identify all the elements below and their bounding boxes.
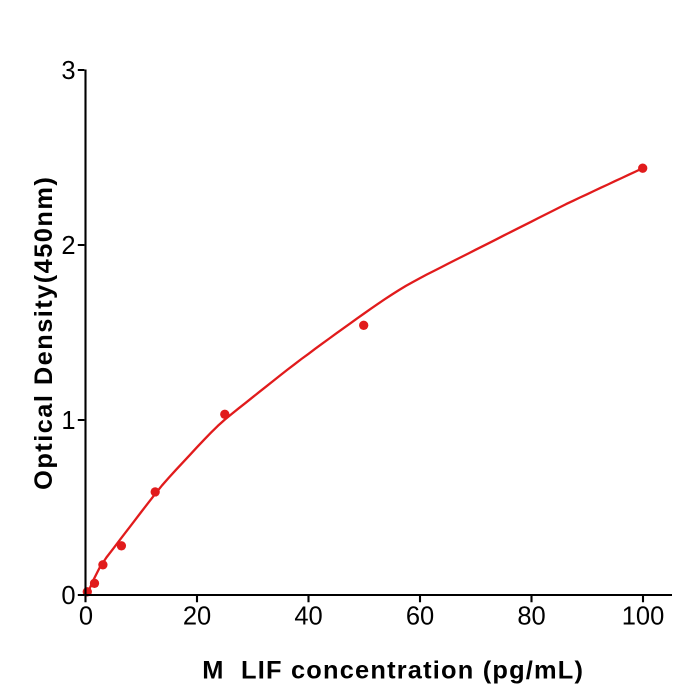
svg-text:1: 1 <box>61 407 75 435</box>
svg-text:60: 60 <box>406 603 434 631</box>
svg-text:3: 3 <box>61 57 75 85</box>
svg-text:100: 100 <box>622 603 665 631</box>
svg-text:M LIF concentration (pg/mL): M LIF concentration (pg/mL) <box>202 656 584 684</box>
svg-text:40: 40 <box>294 603 322 631</box>
svg-text:20: 20 <box>183 603 211 631</box>
svg-text:2: 2 <box>61 232 75 260</box>
svg-text:0: 0 <box>61 582 75 610</box>
svg-text:0: 0 <box>79 603 93 631</box>
svg-text:Optical Density(450nm): Optical Density(450nm) <box>30 176 58 490</box>
svg-text:80: 80 <box>517 603 545 631</box>
